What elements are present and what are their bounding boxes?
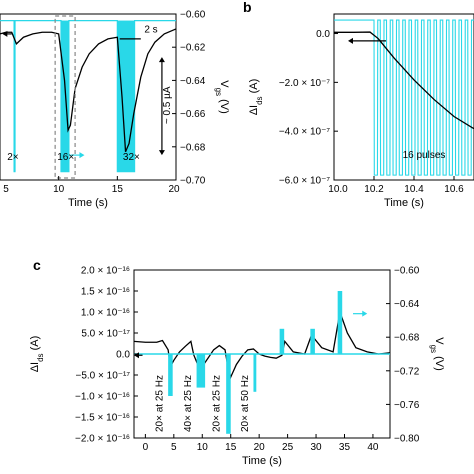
panel-b-xtick-label: 10.6	[444, 184, 464, 195]
panel-b-ytick-label: −6.0 × 10⁻⁷	[279, 176, 331, 187]
panel-a-ytick-label: −0.60	[180, 10, 206, 21]
panel-c-pulse-block	[226, 354, 231, 434]
panel-a-ytick-label: −0.66	[180, 109, 206, 120]
panel-c-ylabel-right: Vgs (V)	[430, 337, 446, 371]
panel-letter-c: c	[33, 257, 41, 273]
panel-b-ylabel: ΔIds (A)	[248, 79, 264, 116]
panel-c-xtick-label: 15	[225, 442, 237, 453]
panel-a-pulse-trace	[0, 20, 176, 173]
panel-c-content: 20× at 25 Hz 40× at 25 Hz 20× at 25 Hz 20× …	[133, 291, 391, 434]
panel-a-ytick-label: −0.70	[180, 176, 206, 187]
panel-a-xtick-label: 5	[3, 184, 9, 195]
panel-a-left-arrow-head	[2, 30, 8, 37]
panel-a-xlabel: Time (s)	[68, 197, 108, 209]
panel-c-condition-label: 20× at 25 Hz	[211, 375, 222, 432]
panel-a-highlight-box	[54, 15, 76, 179]
panel-a-frame	[0, 13, 177, 181]
panel-c-ytick-label: −2.0 × 10⁻¹⁶	[75, 434, 130, 445]
panel-c-right-arrow-head	[362, 310, 368, 317]
panel-b-xtick-label: 10.0	[328, 184, 348, 195]
panel-c-left-arrow-head	[134, 352, 139, 359]
panel-a-scale-arrow-up	[158, 57, 165, 63]
panel-c-current-trace	[133, 309, 391, 380]
panel-c-pulse-block	[196, 354, 206, 388]
panel-c-ytick-right-label: −0.68	[394, 333, 420, 344]
panel-c-pulse-block	[279, 328, 285, 354]
panel-a-label-32x: 32×	[123, 152, 140, 163]
panel-c-ytick-label: 0.0	[116, 350, 130, 361]
panel-c-xtick-label: 10	[197, 442, 209, 453]
panel-c-xtick-label: 5	[171, 442, 177, 453]
panel-b-pulse-trace	[334, 19, 474, 176]
panel-c-ytick-right-label: −0.64	[394, 299, 420, 310]
panel-a-ytick-label: −0.68	[180, 142, 206, 153]
panel-b-ytick-label: −4.0 × 10⁻⁷	[279, 127, 331, 138]
panel-b-current-trace	[334, 31, 474, 130]
panel-c-ytick-label: 1.0 × 10⁻¹⁶	[81, 308, 130, 319]
panel-a-label-current: ~ 0.5 µA	[162, 86, 173, 124]
panel-letter-b: b	[243, 0, 252, 15]
panel-a-right-arrow-head	[79, 152, 85, 159]
panel-c-ytick-label: −1.5 × 10⁻¹⁶	[75, 413, 130, 424]
panel-b-label-pulses: 16 pulses	[403, 150, 446, 161]
panel-c-ylabel: ΔIds (A)	[29, 336, 45, 373]
panel-c-condition-label: 20× at 25 Hz	[154, 375, 165, 432]
panel-a-xtick-label: 10	[53, 184, 65, 195]
panel-b-frame	[333, 13, 474, 181]
panel-a-ytick-label: −0.62	[180, 43, 206, 54]
panel-a-label-16x: 16×	[57, 152, 74, 163]
panel-a-label-2x: 2×	[7, 152, 19, 163]
panel-b-xtick-label: 10.2	[364, 184, 384, 195]
panel-c-xtick-label: 40	[367, 442, 379, 453]
panel-c-ytick-right-label: −0.76	[394, 400, 420, 411]
panel-b-ytick-label: −2.0 × 10⁻⁷	[279, 78, 331, 89]
panel-a-ylabel-right: Vgs (V)	[215, 80, 231, 114]
panel-a-ytick-label: −0.64	[180, 76, 206, 87]
panel-c-pulse-block	[168, 354, 173, 396]
panel-b-ytick-label: 0.0	[316, 29, 330, 40]
panel-b: 16 pulses 10.0 10.2 10.4 10.6 Time (s) 0.0 −2.…	[248, 13, 474, 209]
panel-a-content: 2 s ~ 0.5 µA 2× 16× 32×	[0, 15, 177, 179]
panel-c-xtick-label: 0	[143, 442, 149, 453]
panel-c-ytick-label: 1.5 × 10⁻¹⁶	[81, 287, 130, 298]
panel-a-axes: 5 10 15 20 Time (s) −0.60 −0.62 −0.64 −0.66 −0.68…	[0, 10, 231, 209]
panel-a-current-trace	[0, 28, 177, 153]
panel-c-xtick-label: 35	[339, 442, 351, 453]
panel-a-xtick-label: 15	[112, 184, 124, 195]
panel-c-ytick-right-label: −0.72	[394, 366, 420, 377]
panel-c-xtick-label: 30	[310, 442, 322, 453]
panel-b-axes: 10.0 10.2 10.4 10.6 Time (s) 0.0 −2.0 × 10⁻⁷ −4…	[248, 29, 464, 209]
panel-b-xlabel: Time (s)	[384, 197, 424, 209]
panel-c-xlabel: Time (s)	[242, 455, 282, 467]
panel-b-content: 16 pulses	[334, 19, 474, 176]
panel-b-xtick-label: 10.4	[404, 184, 424, 195]
panel-a-scale-arrow-down	[158, 150, 165, 156]
panel-c: 20× at 25 Hz 40× at 25 Hz 20× at 25 Hz 20× …	[29, 266, 445, 468]
panel-b-left-arrow-head	[348, 37, 353, 44]
panel-a-xtick-label: 20	[168, 184, 180, 195]
panel-a-pulse-burst	[14, 20, 16, 172]
panel-c-ytick-right-label: −0.80	[394, 434, 420, 445]
panel-c-xtick-label: 25	[282, 442, 294, 453]
panel-c-ytick-label: 2.0 × 10⁻¹⁶	[81, 266, 130, 277]
panel-c-condition-label: 40× at 25 Hz	[183, 375, 194, 432]
panel-c-pulse-block	[337, 291, 343, 354]
panel-c-pulse-block	[310, 328, 315, 354]
panel-c-xtick-label: 20	[254, 442, 266, 453]
panel-c-ytick-label: 5.0 × 10⁻¹⁷	[81, 329, 130, 340]
panel-a: 2 s ~ 0.5 µA 2× 16× 32× 5 10 15 20 Time (s) −0.60…	[0, 10, 231, 209]
panel-c-pulse-block	[253, 354, 257, 392]
panel-c-ytick-label: −5.0 × 10⁻¹⁷	[76, 371, 131, 382]
panel-c-axes: 0 5 10 15 20 25 30 35 40 Time (s) 2.0 × 10⁻¹⁶ 1.5 ×…	[29, 266, 445, 468]
panel-c-condition-label: 20× at 50 Hz	[240, 375, 251, 432]
panel-a-label-2s: 2 s	[144, 24, 157, 35]
panel-c-ytick-right-label: −0.60	[394, 266, 420, 277]
panel-c-ytick-label: −1.0 × 10⁻¹⁶	[75, 392, 130, 403]
